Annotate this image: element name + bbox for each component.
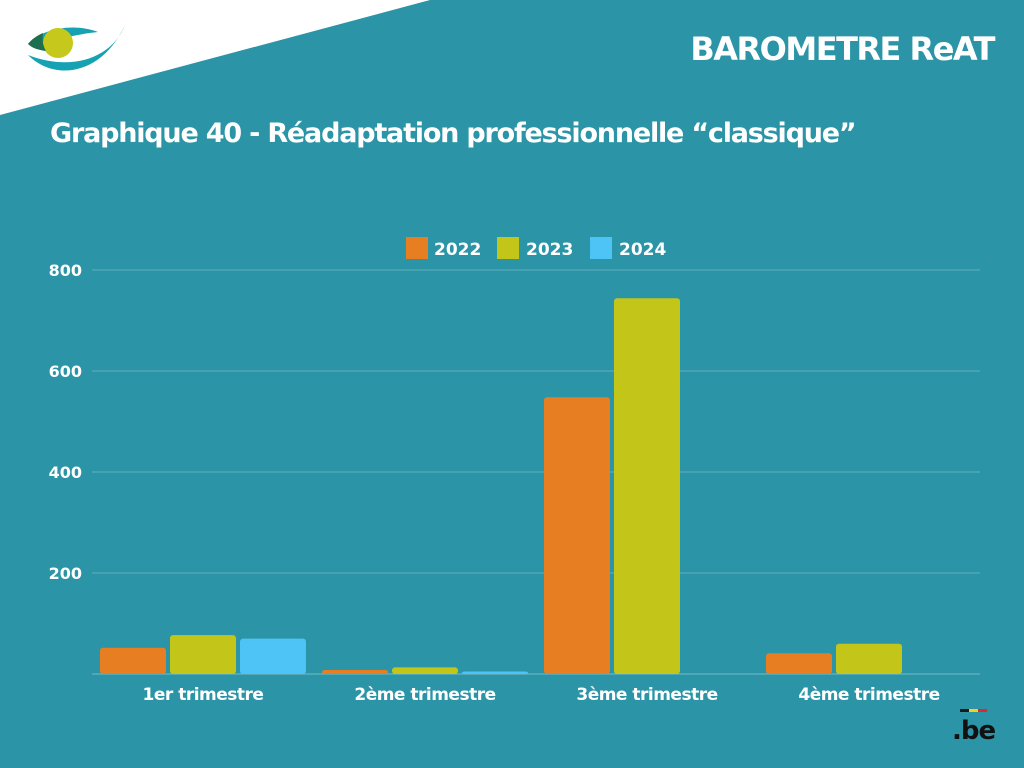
bar-2024-2 [462, 671, 528, 674]
x-tick-label: 2ème trimestre [354, 685, 495, 705]
bar-2023-2 [392, 667, 458, 674]
be-logo-text: .be [952, 716, 995, 746]
x-tick-label: 1er trimestre [143, 685, 264, 705]
y-tick-label: 800 [49, 261, 82, 280]
legend-label-2023: 2023 [526, 240, 573, 260]
bar-2023-1 [170, 635, 236, 674]
legend-label-2022: 2022 [434, 240, 481, 260]
bar-2024-1 [240, 638, 306, 674]
legend-label-2024: 2024 [619, 240, 666, 260]
bar-2022-4 [766, 653, 832, 674]
y-tick-label: 600 [49, 362, 82, 381]
bar-2023-3 [614, 298, 680, 674]
legend-swatch-2024 [590, 237, 612, 259]
legend-swatch-2022 [406, 237, 428, 259]
x-tick-label: 4ème trimestre [798, 685, 939, 705]
brand-title: BAROMETRE ReAT [690, 30, 995, 68]
bar-2023-4 [836, 643, 902, 674]
institution-logo [28, 25, 125, 71]
y-tick-label: 400 [49, 463, 82, 482]
header-corner [0, 0, 430, 115]
legend-swatch-2023 [497, 237, 519, 259]
x-tick-label: 3ème trimestre [576, 685, 717, 705]
bar-2022-2 [322, 669, 388, 674]
be-logo: .be [952, 709, 996, 746]
y-tick-label: 200 [49, 564, 82, 583]
bar-2022-1 [100, 647, 166, 674]
chart-title: Graphique 40 - Réadaptation professionne… [50, 118, 857, 149]
bar-2022-3 [544, 397, 610, 674]
